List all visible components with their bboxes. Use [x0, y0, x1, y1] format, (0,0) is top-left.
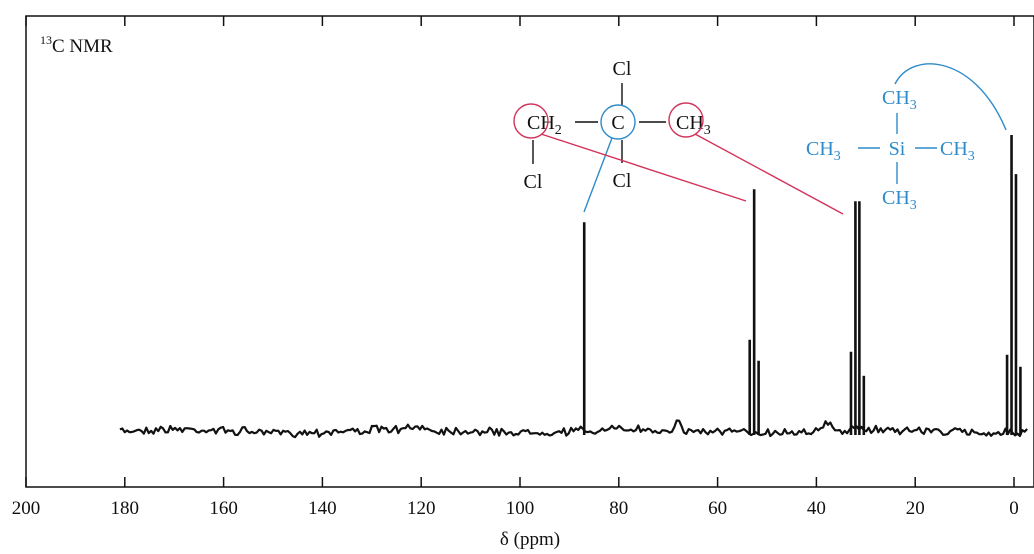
chart-title-text: C NMR [52, 36, 113, 57]
x-tick-label-60: 60 [708, 498, 727, 519]
mol1-c-highlight [600, 104, 636, 140]
mol1-bottom-left-cl: Cl [524, 171, 543, 193]
x-tick-label-20: 20 [906, 498, 925, 519]
connector-ch3-to-peak [694, 133, 844, 215]
chart-title: 13C NMR [40, 33, 113, 57]
tms-left-ch3: CH3 [806, 138, 841, 164]
tms-center-si: Si [889, 138, 906, 160]
x-tick-label-120: 120 [407, 498, 436, 519]
x-tick-label-100: 100 [506, 498, 535, 519]
tms-right-ch3: CH3 [940, 138, 975, 164]
x-tick-label-0: 0 [1009, 498, 1019, 519]
mol1-ch3-highlight [668, 102, 704, 138]
mol1-ch2-highlight [513, 103, 549, 139]
mol1-ch2: CH2 [527, 112, 562, 138]
x-axis-ticks [25, 16, 1015, 487]
chart-title-superscript: 13 [40, 33, 52, 47]
x-axis-title: δ (ppm) [500, 529, 560, 550]
x-axis-tick-labels: 200 180 160 140 120 100 80 60 40 20 0 [12, 498, 1019, 519]
tms-bottom-ch3: CH3 [882, 187, 917, 213]
x-tick-label-160: 160 [209, 498, 238, 519]
connector-tms-to-peak [894, 63, 1007, 131]
spectrum-baseline [119, 419, 1028, 439]
x-tick-label-140: 140 [308, 498, 337, 519]
mol1-bottom-center-cl: Cl [613, 170, 632, 192]
x-tick-label-200: 200 [12, 498, 41, 519]
connector-c-to-peak [583, 137, 613, 213]
x-tick-label-180: 180 [111, 498, 140, 519]
plot-frame [25, 15, 1034, 488]
connector-ch2-to-peak [540, 133, 747, 202]
tms-top-ch3: CH3 [882, 87, 917, 113]
x-tick-label-40: 40 [807, 498, 826, 519]
x-tick-label-80: 80 [609, 498, 628, 519]
mol1-ch3: CH3 [676, 112, 711, 138]
molecule-tms: CH3 CH3 Si CH3 CH3 [806, 63, 1007, 213]
molecule-dichloropropane: Cl CH2 C CH3 Cl Cl [513, 58, 844, 215]
mol1-top-cl: Cl [613, 58, 632, 80]
spectrum-peaks [582, 135, 1022, 435]
mol1-center-c: C [611, 112, 624, 134]
